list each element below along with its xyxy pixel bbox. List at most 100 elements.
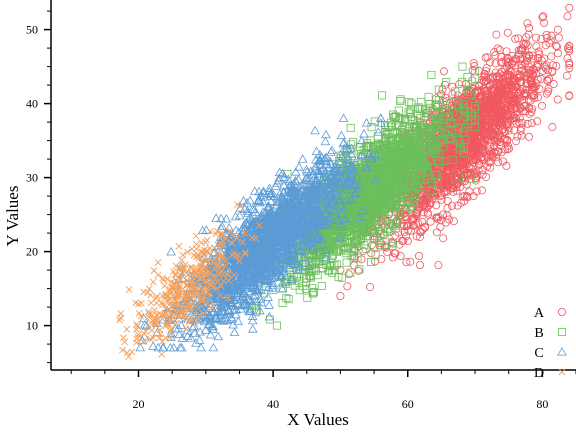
data-point	[531, 33, 540, 42]
data-point	[514, 34, 523, 43]
data-point	[491, 136, 500, 145]
data-point	[514, 88, 523, 97]
data-point	[355, 265, 364, 274]
data-point	[541, 64, 550, 73]
data-point	[537, 74, 546, 83]
data-point	[454, 129, 463, 138]
data-point	[545, 74, 554, 83]
data-point	[494, 72, 503, 81]
data-point	[544, 66, 553, 75]
data-point	[469, 59, 478, 68]
data-point	[480, 72, 489, 81]
data-point	[479, 111, 488, 120]
data-point	[483, 53, 492, 62]
data-point	[310, 125, 320, 135]
data-point	[501, 145, 510, 154]
data-point	[528, 54, 537, 63]
data-point	[401, 213, 410, 222]
data-point	[523, 56, 532, 65]
data-point	[506, 111, 515, 120]
data-point	[415, 251, 424, 260]
data-point	[420, 200, 429, 209]
data-point	[529, 83, 538, 92]
data-point	[371, 231, 380, 240]
data-point	[482, 129, 491, 138]
data-point	[377, 241, 386, 250]
data-point	[483, 153, 492, 162]
data-point	[499, 89, 508, 98]
data-point	[459, 148, 468, 157]
data-point	[489, 128, 498, 137]
data-point	[491, 59, 500, 68]
data-point	[490, 97, 499, 106]
data-point	[494, 83, 503, 92]
data-point	[383, 248, 392, 257]
data-point	[450, 145, 459, 154]
data-point	[344, 270, 353, 279]
data-point	[229, 327, 240, 336]
data-point	[367, 258, 376, 267]
data-point	[342, 258, 351, 267]
data-point	[454, 173, 463, 182]
data-point	[512, 137, 521, 146]
data-point	[454, 95, 463, 104]
data-point	[542, 61, 551, 70]
data-point	[412, 210, 421, 219]
data-point	[552, 41, 561, 50]
data-point	[459, 155, 468, 164]
data-point	[396, 96, 405, 105]
data-point	[462, 192, 471, 201]
data-point	[488, 92, 497, 101]
data-point	[515, 89, 524, 98]
data-point	[529, 91, 538, 100]
data-point	[533, 59, 542, 68]
data-point	[565, 64, 574, 73]
data-point	[440, 188, 449, 197]
data-point	[505, 81, 514, 90]
data-point	[474, 145, 483, 154]
data-point	[396, 252, 405, 261]
data-point	[343, 282, 352, 291]
data-point	[563, 44, 572, 53]
data-point	[361, 118, 372, 127]
data-point	[415, 233, 424, 242]
data-point	[503, 28, 512, 37]
data-point	[526, 69, 535, 78]
data-point	[457, 198, 466, 207]
data-point	[535, 50, 544, 59]
data-point	[478, 170, 487, 179]
data-point	[414, 200, 423, 209]
data-point	[468, 141, 477, 150]
data-point	[441, 80, 450, 89]
data-point	[540, 18, 549, 27]
data-point	[482, 64, 491, 73]
data-point	[458, 62, 467, 71]
data-point	[549, 79, 558, 88]
data-point	[522, 39, 531, 48]
data-point	[553, 95, 562, 104]
data-point	[359, 246, 368, 255]
data-point	[504, 126, 513, 135]
data-point	[524, 132, 533, 141]
data-point	[477, 86, 486, 95]
data-point	[424, 92, 433, 101]
data-point	[481, 75, 490, 84]
data-point	[520, 92, 529, 101]
data-point	[418, 225, 427, 234]
data-point	[481, 116, 490, 125]
data-point	[552, 42, 561, 51]
data-point	[533, 117, 542, 126]
data-point	[383, 215, 392, 224]
data-point	[507, 83, 516, 92]
data-point	[488, 86, 497, 95]
data-point	[565, 42, 574, 51]
data-point	[375, 242, 384, 251]
data-point	[519, 39, 528, 48]
data-point	[347, 140, 356, 149]
data-point	[565, 45, 574, 54]
data-point	[496, 134, 505, 143]
data-point	[494, 158, 503, 167]
data-point	[432, 228, 441, 237]
data-point	[403, 236, 412, 245]
data-point	[517, 66, 526, 75]
